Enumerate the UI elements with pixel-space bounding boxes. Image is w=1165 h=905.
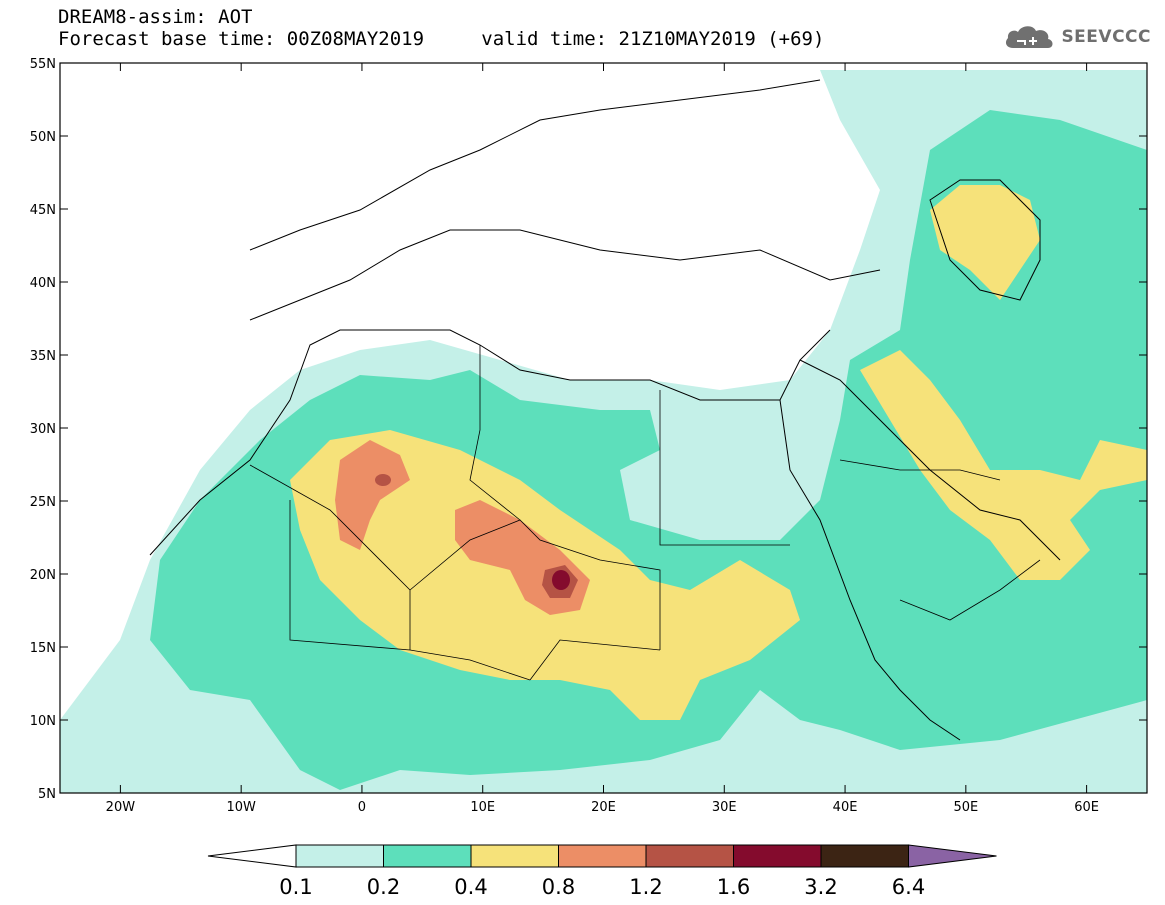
logo-text: SEEVCCC xyxy=(1061,27,1151,47)
cloud-icon xyxy=(1006,26,1053,48)
colorbar: 0.1 0.2 0.4 0.8 1.2 1.6 3.2 6.4 xyxy=(207,844,997,899)
colorbar-label: 3.2 xyxy=(804,875,837,899)
aot-band-0-4-caspian xyxy=(930,185,1040,300)
colorbar-label: 0.2 xyxy=(367,875,400,899)
lon-label: 20W xyxy=(106,800,136,815)
lat-label: 15N xyxy=(30,641,56,656)
lat-label: 50N xyxy=(30,130,56,145)
aot-band-0-4-east xyxy=(860,350,1147,580)
lat-label: 10N xyxy=(30,714,56,729)
aot-band-0-8 xyxy=(335,440,410,550)
model-title: DREAM8-assim: AOT xyxy=(58,6,253,28)
lon-label: 30E xyxy=(712,800,737,815)
colorbar-max-arrow xyxy=(908,844,997,868)
colorbar-segment xyxy=(383,844,472,868)
colorbar-segment xyxy=(558,844,647,868)
lon-label: 0 xyxy=(358,800,366,815)
colorbar-segment xyxy=(820,844,909,868)
lat-label: 25N xyxy=(30,495,56,510)
aot-field xyxy=(60,63,1147,793)
valid-time: valid time: 21Z10MAY2019 (+69) xyxy=(481,28,825,50)
lon-label: 60E xyxy=(1074,800,1099,815)
lon-label: 40E xyxy=(833,800,858,815)
latitude-axis: 55N 50N 45N 40N 35N 30N 25N 20N 15N 10N 5N xyxy=(30,57,1147,802)
colorbar-label: 0.4 xyxy=(454,875,487,899)
longitude-axis: 20W 10W 0 10E 20E 30E 40E 50E 60E xyxy=(106,63,1099,815)
lon-label: 50E xyxy=(953,800,978,815)
aot-band-1-6 xyxy=(552,570,570,590)
lat-label: 35N xyxy=(30,349,56,364)
colorbar-segment xyxy=(295,844,384,868)
colorbar-segment xyxy=(733,844,822,868)
seevccc-logo: SEEVCCC xyxy=(1003,22,1151,52)
colorbar-label: 1.6 xyxy=(717,875,750,899)
colorbar-label: 0.8 xyxy=(542,875,575,899)
colorbar-min-arrow xyxy=(207,844,297,868)
forecast-base-time: Forecast base time: 00Z08MAY2019 xyxy=(58,28,425,50)
colorbar-label: 6.4 xyxy=(892,875,925,899)
colorbar-segment xyxy=(645,844,734,868)
lon-label: 10W xyxy=(226,800,256,815)
lat-label: 40N xyxy=(30,276,56,291)
lon-label: 20E xyxy=(591,800,616,815)
borders xyxy=(249,345,1041,681)
title-block: DREAM8-assim: AOT Forecast base time: 00… xyxy=(58,6,824,50)
lat-label: 30N xyxy=(30,422,56,437)
aot-band-1-2-west xyxy=(375,474,391,486)
colorbar-label: 1.2 xyxy=(629,875,662,899)
colorbar-label: 0.1 xyxy=(279,875,312,899)
lat-label: 55N xyxy=(30,57,56,72)
colorbar-segment xyxy=(470,844,559,868)
lon-label: 10E xyxy=(470,800,495,815)
lat-label: 20N xyxy=(30,568,56,583)
lat-label: 45N xyxy=(30,203,56,218)
lat-label: 5N xyxy=(38,787,56,802)
time-row: Forecast base time: 00Z08MAY2019 valid t… xyxy=(58,28,824,50)
